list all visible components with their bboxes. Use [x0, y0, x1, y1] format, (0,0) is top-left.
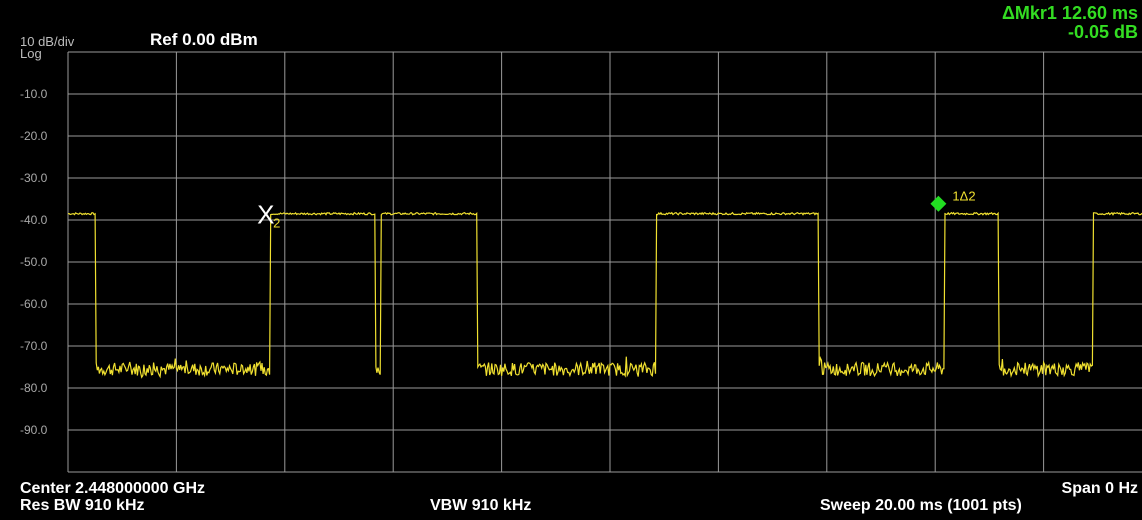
sweep-time: Sweep 20.00 ms (1001 pts)	[820, 497, 1022, 514]
marker-x-subscript: 2	[273, 216, 280, 231]
y-tick-label: -40.0	[20, 213, 48, 227]
y-tick-label: -80.0	[20, 381, 48, 395]
video-bandwidth: VBW 910 kHz	[430, 497, 532, 514]
center-frequency: Center 2.448000000 GHz	[20, 480, 205, 497]
y-tick-label: -10.0	[20, 87, 48, 101]
y-tick-label: -90.0	[20, 423, 48, 437]
resolution-bandwidth: Res BW 910 kHz	[20, 497, 145, 514]
marker-delta-time: ΔMkr1 12.60 ms	[1001, 3, 1138, 23]
trace-line	[67, 211, 1142, 379]
marker-1-label: 1Δ2	[952, 189, 975, 204]
ref-level: Ref 0.00 dBm	[150, 30, 258, 49]
trace	[67, 211, 1142, 379]
y-tick-label: -70.0	[20, 339, 48, 353]
span: Span 0 Hz	[1061, 480, 1138, 497]
y-tick-label: -30.0	[20, 171, 48, 185]
marker-readout: ΔMkr1 12.60 ms -0.05 dB	[1002, 4, 1138, 42]
scale-label: 10 dB/div	[20, 34, 75, 49]
y-tick-label: -50.0	[20, 255, 48, 269]
marker-1-diamond	[930, 195, 947, 212]
log-label: Log	[20, 46, 42, 61]
marker-delta-amplitude: -0.05 dB	[1067, 22, 1138, 42]
graticule	[67, 51, 1142, 473]
y-tick-label: -20.0	[20, 129, 48, 143]
y-tick-label: -60.0	[20, 297, 48, 311]
marker-x-label: X	[257, 200, 274, 230]
markers: X2 1Δ2	[257, 189, 975, 231]
